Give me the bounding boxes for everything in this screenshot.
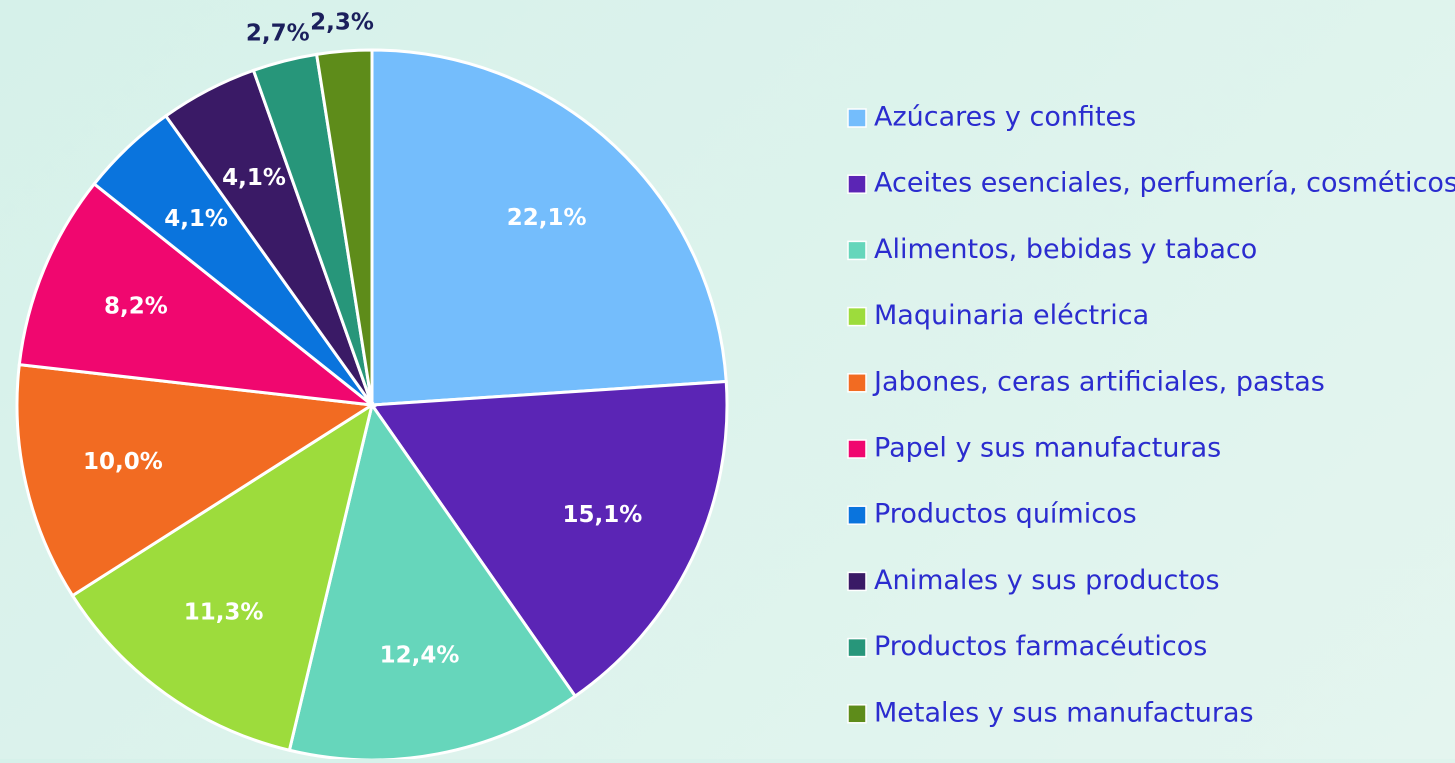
data-label: 2,7% [246,20,310,46]
legend-label: Aceites esenciales, perfumería, cosmétic… [874,168,1455,199]
legend-swatch [847,174,867,194]
legend-label: Azúcares y confites [874,102,1136,133]
data-label: 15,1% [563,502,643,528]
legend-label: Animales y sus productos [874,565,1220,596]
data-label: 22,1% [507,205,587,231]
data-label: 8,2% [104,294,168,320]
legend-swatch [847,637,867,658]
legend-label: Alimentos, bebidas y tabaco [874,234,1257,265]
legend-label: Productos químicos [874,499,1137,530]
data-label: 11,3% [184,600,264,626]
legend-label: Metales y sus manufacturas [874,697,1254,728]
legend-swatch [847,373,867,393]
data-label: 4,1% [222,165,286,191]
pie-slice [314,48,374,406]
pie-slice [70,401,375,753]
data-label: 12,4% [380,643,460,669]
legend-label: Jabones, ceras artificiales, pastas [872,366,1325,397]
pie-slice [369,379,729,699]
pie-slice [17,181,378,408]
legend-swatch [847,704,867,724]
pie-slice [370,48,728,407]
pie-slice [287,401,578,762]
legend-label: Productos farmacéuticos [874,631,1207,662]
pie-slice [15,362,377,598]
legend-swatch [847,108,867,128]
legend-swatch [847,505,867,525]
legend-label: Papel y sus manufacturas [874,433,1221,464]
data-label: 4,1% [164,206,228,232]
legend-swatch [847,439,867,459]
legend-swatch [847,306,867,327]
data-label: 2,3% [310,10,374,36]
legend-swatch [847,571,867,592]
legend-swatch [847,240,867,261]
data-label: 10,0% [83,449,163,475]
legend-label: Maquinaria eléctrica [874,300,1149,331]
